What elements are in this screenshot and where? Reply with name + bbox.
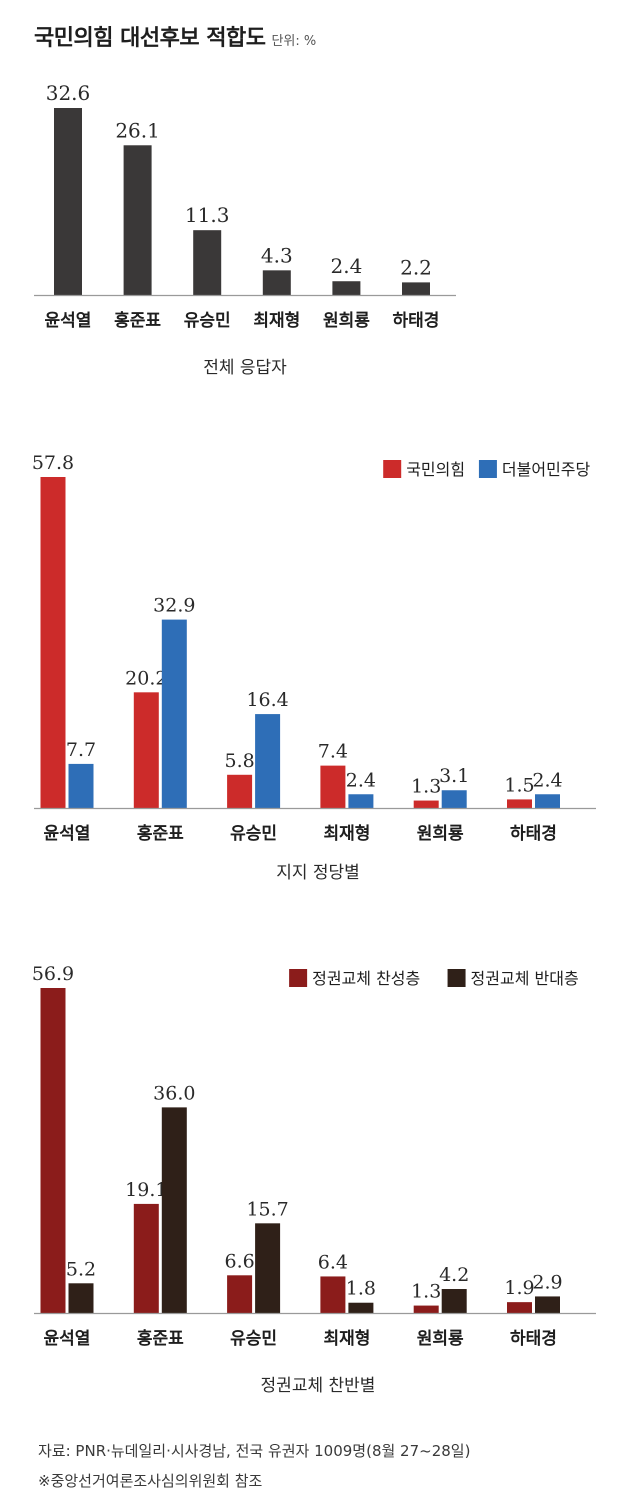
bar-정권교체-찬성층	[40, 988, 66, 1313]
value-label: 16.4	[246, 689, 288, 711]
value-label: 2.4	[532, 769, 562, 791]
category-label: 유승민	[184, 311, 231, 331]
category-label: 윤석열	[45, 311, 92, 331]
bar-국민의힘	[413, 800, 439, 808]
value-label: 56.9	[32, 963, 74, 985]
value-label: 57.8	[32, 452, 74, 474]
value-label: 6.6	[224, 1250, 254, 1272]
legend-label: 더불어민주당	[502, 460, 591, 479]
category-label: 원희룡	[417, 824, 464, 844]
bar-정권교체-반대층	[68, 1283, 94, 1313]
bar-value	[54, 108, 82, 295]
bar-더불어민주당	[161, 619, 187, 808]
bar-정권교체-반대층	[441, 1289, 467, 1313]
legend-label: 국민의힘	[406, 460, 465, 479]
category-label: 홍준표	[137, 1328, 184, 1349]
bar-정권교체-찬성층	[133, 1203, 159, 1313]
value-label: 7.7	[66, 739, 96, 761]
legend-swatch	[383, 460, 402, 478]
legend-swatch	[478, 460, 497, 478]
value-label: 1.3	[411, 1281, 441, 1303]
bar-정권교체-반대층	[535, 1296, 560, 1313]
bar-value	[123, 145, 152, 295]
category-label: 최재형	[323, 1328, 370, 1349]
bar-국민의힘	[320, 765, 346, 808]
legend-label: 정권교체 찬성층	[312, 969, 420, 988]
category-label: 유승민	[230, 824, 277, 844]
category-label: 원희룡	[323, 311, 370, 331]
bar-정권교체-반대층	[161, 1107, 187, 1313]
value-label: 1.9	[504, 1277, 534, 1299]
value-label: 15.7	[246, 1198, 288, 1220]
committee-note: ※중앙선거여론조사심의위원회 참조	[38, 1472, 263, 1490]
legend-swatch	[289, 969, 308, 987]
value-label: 32.6	[46, 81, 91, 105]
value-label: 2.9	[532, 1271, 562, 1293]
legend-swatch	[447, 969, 466, 987]
category-label: 원희룡	[417, 1329, 464, 1349]
category-label: 하태경	[510, 1329, 557, 1349]
chart-subtitle: 전체 응답자	[203, 358, 287, 378]
value-label: 1.5	[504, 774, 534, 796]
value-label: 11.3	[185, 203, 230, 227]
legend-label: 정권교체 반대층	[471, 969, 579, 988]
bar-정권교체-찬성층	[320, 1276, 346, 1313]
value-label: 2.2	[400, 255, 432, 279]
bar-value	[332, 281, 361, 295]
bar-정권교체-찬성층	[507, 1302, 532, 1313]
value-label: 5.8	[224, 750, 254, 772]
category-label: 하태경	[510, 824, 557, 844]
bar-국민의힘	[507, 799, 532, 808]
category-label: 하태경	[393, 311, 440, 331]
regime-change-chart: 56.9 5.2 윤석열 19.1 36.0 홍준표 6.6 15.7 유승민 6.4 1.8 최재형…	[32, 963, 596, 1396]
bar-정권교체-반대층	[348, 1302, 374, 1313]
bar-더불어민주당	[441, 790, 467, 808]
source-note: 자료: PNR·뉴데일리·시사경남, 전국 유권자 1009명(8월 27~28…	[38, 1442, 471, 1460]
chart-subtitle: 정권교체 찬반별	[261, 1376, 376, 1396]
category-label: 최재형	[253, 310, 300, 331]
value-label: 5.2	[66, 1258, 96, 1280]
category-label: 홍준표	[114, 310, 161, 331]
bar-더불어민주당	[348, 794, 374, 808]
bar-value	[193, 230, 222, 295]
value-label: 3.1	[439, 765, 469, 787]
value-label: 1.8	[346, 1278, 376, 1300]
chart-header: 국민의힘 대선후보 적합도 단위: %	[34, 20, 316, 52]
chart-footer: 자료: PNR·뉴데일리·시사경남, 전국 유권자 1009명(8월 27~28…	[38, 1436, 470, 1496]
value-label: 1.3	[411, 776, 441, 798]
category-label: 홍준표	[137, 823, 184, 844]
overall-chart: 32.6 윤석열 26.1 홍준표 11.3 유승민 4.3 최재형 2.4 원희룡 2.2 하태경전…	[34, 81, 456, 378]
category-label: 유승민	[230, 1329, 277, 1349]
bar-더불어민주당	[68, 763, 94, 808]
value-label: 36.0	[153, 1082, 195, 1104]
value-label: 20.2	[125, 667, 167, 689]
bar-국민의힘	[40, 477, 66, 808]
category-label: 윤석열	[44, 824, 91, 844]
value-label: 4.2	[439, 1264, 469, 1286]
bar-국민의힘	[133, 692, 159, 808]
bar-정권교체-찬성층	[227, 1275, 253, 1313]
chart-subtitle: 지지 정당별	[276, 863, 360, 883]
category-label: 최재형	[323, 823, 370, 844]
category-label: 윤석열	[44, 1329, 91, 1349]
unit-label: 단위: %	[271, 34, 317, 49]
bar-value	[402, 282, 430, 295]
bar-더불어민주당	[535, 794, 560, 808]
value-label: 6.4	[318, 1251, 348, 1273]
value-label: 26.1	[115, 118, 160, 142]
bar-정권교체-찬성층	[413, 1305, 439, 1313]
value-label: 2.4	[346, 769, 376, 791]
value-label: 32.9	[153, 595, 195, 617]
bar-더불어민주당	[255, 714, 281, 808]
value-label: 19.1	[125, 1179, 167, 1201]
party-chart: 57.8 7.7 윤석열 20.2 32.9 홍준표 5.8 16.4 유승민 7.4 2.4 최재형…	[32, 452, 596, 883]
value-label: 4.3	[261, 243, 293, 267]
bar-국민의힘	[227, 774, 253, 808]
bar-value	[262, 270, 291, 295]
value-label: 2.4	[330, 254, 362, 278]
bar-정권교체-반대층	[255, 1223, 281, 1313]
chart-title: 국민의힘 대선후보 적합도	[34, 26, 266, 51]
value-label: 7.4	[318, 741, 348, 763]
